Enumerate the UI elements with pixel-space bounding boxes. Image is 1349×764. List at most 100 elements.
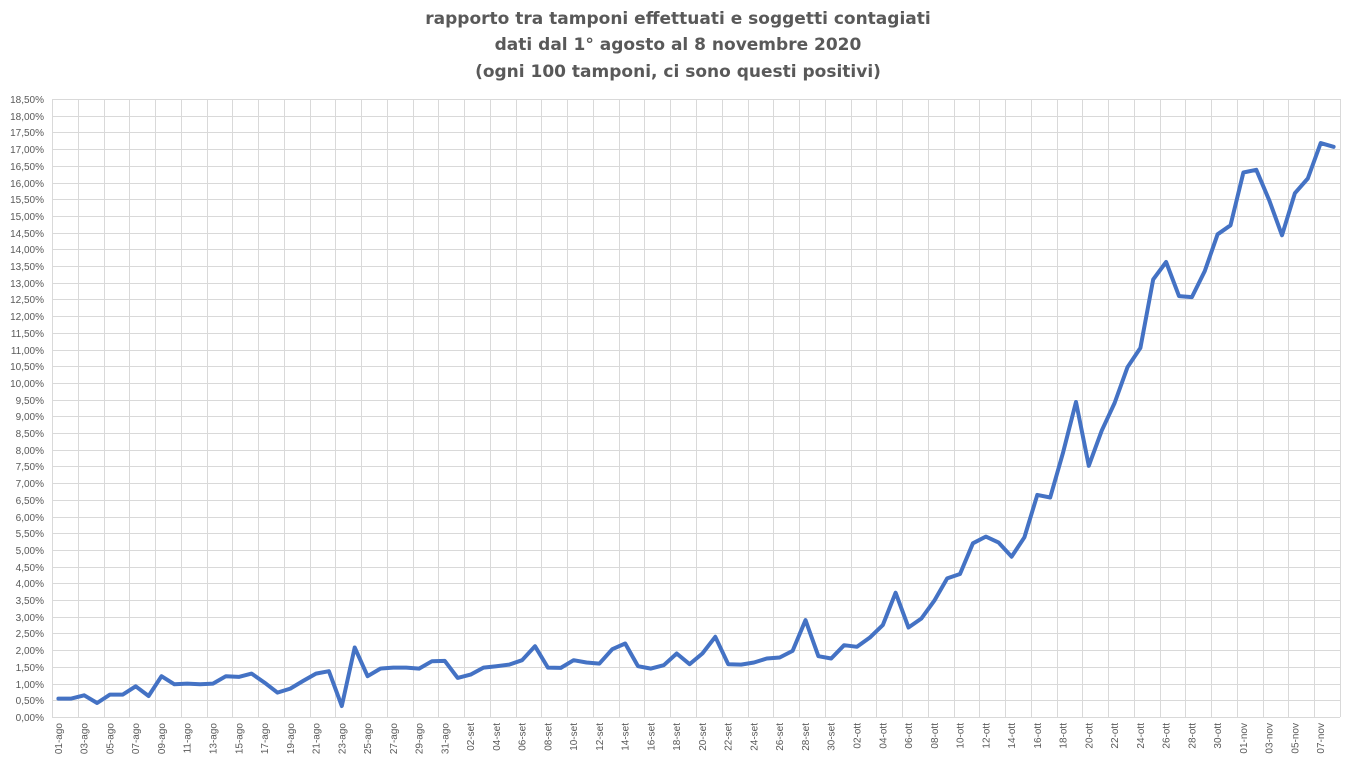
- data-point: [1293, 191, 1297, 195]
- data-point: [520, 658, 524, 662]
- data-point: [1332, 145, 1336, 149]
- data-point: [829, 657, 833, 661]
- data-point: [907, 626, 911, 630]
- x-tick-label: 27-ago: [389, 723, 400, 755]
- y-tick-label: 13,00%: [10, 279, 44, 290]
- data-point: [1010, 555, 1014, 559]
- series-group: [56, 141, 1336, 708]
- x-axis-tick-labels: 01-ago 03-ago 05-ago 07-ago 09-ago 11-ago 13-a…: [54, 723, 1327, 755]
- data-point: [224, 674, 228, 678]
- data-point: [353, 646, 357, 650]
- data-point: [649, 667, 653, 671]
- data-point: [1100, 429, 1104, 433]
- data-point: [160, 674, 164, 678]
- data-point: [971, 541, 975, 545]
- x-tick-label: 12-ott: [981, 723, 992, 749]
- data-point: [391, 666, 395, 670]
- y-tick-label: 11,00%: [11, 346, 44, 357]
- data-point: [713, 635, 717, 639]
- y-tick-label: 16,00%: [10, 179, 44, 190]
- data-point: [1177, 294, 1181, 298]
- x-tick-label: 02-ott: [853, 723, 864, 749]
- y-tick-label: 18,00%: [10, 112, 44, 123]
- data-point: [469, 673, 473, 677]
- data-point: [688, 662, 692, 666]
- data-point: [1267, 198, 1271, 202]
- data-point: [494, 664, 498, 668]
- x-tick-label: 21-ago: [312, 723, 323, 755]
- y-tick-label: 2,50%: [16, 629, 44, 640]
- x-tick-label: 07-nov: [1316, 723, 1327, 754]
- data-point: [778, 656, 782, 660]
- x-tick-label: 18-set: [672, 723, 683, 751]
- data-point: [340, 704, 344, 708]
- x-tick-label: 10-set: [569, 723, 580, 751]
- x-tick-label: 08-set: [543, 723, 554, 751]
- data-point: [1074, 400, 1078, 404]
- data-point: [314, 672, 318, 676]
- x-tick-label: 23-ago: [337, 723, 348, 755]
- x-tick-label: 30-ott: [1213, 723, 1224, 749]
- x-tick-label: 05-ago: [105, 723, 116, 755]
- x-tick-label: 06-ott: [904, 723, 915, 749]
- data-point: [1190, 295, 1194, 299]
- data-point: [378, 667, 382, 671]
- data-point: [211, 682, 215, 686]
- y-tick-label: 12,00%: [10, 312, 44, 323]
- data-point: [997, 541, 1001, 545]
- x-tick-label: 04-set: [492, 723, 503, 751]
- data-point: [301, 679, 305, 683]
- x-tick-label: 01-nov: [1239, 723, 1250, 754]
- series-line: [56, 141, 1336, 708]
- x-tick-label: 18-ott: [1059, 723, 1070, 749]
- y-tick-label: 8,50%: [16, 429, 44, 440]
- x-tick-label: 06-set: [518, 723, 529, 751]
- data-point: [56, 697, 60, 701]
- y-tick-label: 1,00%: [16, 680, 44, 691]
- chart-title-line-2: dati dal 1° agosto al 8 novembre 2020: [495, 35, 862, 55]
- x-tick-label: 24-ott: [1136, 723, 1147, 749]
- y-tick-label: 5,50%: [16, 529, 44, 540]
- x-tick-label: 09-ago: [157, 723, 168, 755]
- x-tick-label: 20-ott: [1084, 723, 1095, 749]
- y-tick-label: 15,50%: [10, 195, 44, 206]
- data-point: [275, 691, 279, 695]
- y-tick-label: 10,00%: [10, 379, 44, 390]
- x-tick-label: 28-ott: [1187, 723, 1198, 749]
- x-tick-label: 16-set: [646, 723, 657, 751]
- data-point: [134, 684, 138, 688]
- x-tick-label: 07-ago: [131, 723, 142, 755]
- data-point: [984, 535, 988, 539]
- data-point: [1241, 171, 1245, 175]
- data-point: [147, 694, 151, 698]
- data-point: [881, 623, 885, 627]
- y-tick-label: 12,50%: [10, 295, 44, 306]
- data-point: [662, 663, 666, 667]
- data-point: [945, 576, 949, 580]
- x-tick-label: 17-ago: [260, 723, 271, 755]
- data-point: [1306, 177, 1310, 181]
- data-point: [108, 693, 112, 697]
- data-point: [404, 666, 408, 670]
- data-point: [791, 649, 795, 653]
- data-point: [366, 674, 370, 678]
- y-tick-label: 6,00%: [16, 513, 44, 524]
- x-tick-label: 13-ago: [209, 723, 220, 755]
- y-tick-label: 4,50%: [16, 563, 44, 574]
- x-tick-label: 02-set: [466, 723, 477, 751]
- y-tick-label: 9,50%: [16, 396, 44, 407]
- chart-title-line-3: (ogni 100 tamponi, ci sono questi positi…: [475, 62, 881, 82]
- x-tick-label: 03-ago: [80, 723, 91, 755]
- data-point: [121, 693, 125, 697]
- data-point: [1048, 496, 1052, 500]
- data-point: [482, 666, 486, 670]
- data-point: [932, 599, 936, 603]
- data-point: [327, 669, 331, 673]
- y-tick-label: 1,50%: [16, 663, 44, 674]
- x-tick-label: 15-ago: [234, 723, 245, 755]
- data-point: [958, 572, 962, 576]
- x-tick-label: 28-set: [801, 723, 812, 751]
- x-tick-label: 22-set: [724, 723, 735, 751]
- x-tick-label: 26-ott: [1162, 723, 1173, 749]
